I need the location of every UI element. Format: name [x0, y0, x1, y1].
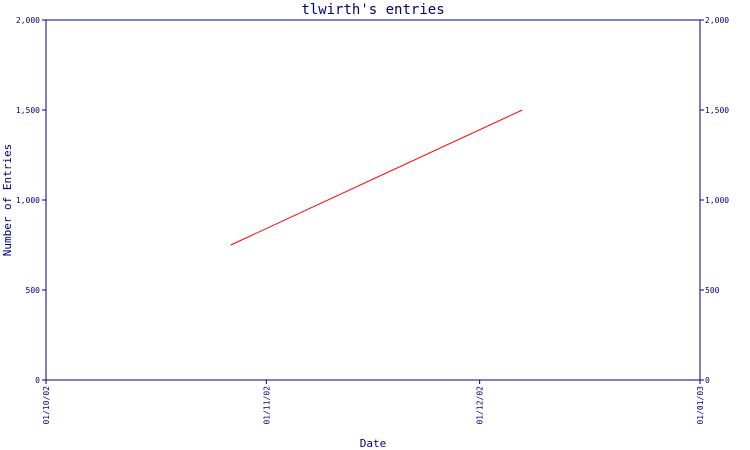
y-tick-label-left: 500: [26, 286, 41, 295]
chart-title: tlwirth's entries: [301, 2, 444, 18]
x-tick-label: 01/12/02: [476, 386, 485, 425]
x-axis: 01/10/02 01/11/02 01/12/02 01/01/03: [42, 380, 705, 425]
y-tick-label-right: 1,000: [705, 196, 729, 205]
y-tick-label-right: 0: [705, 376, 710, 385]
series-layer: [230, 109, 523, 246]
y-tick-label-left: 2,000: [16, 16, 40, 25]
x-tick-label: 01/10/02: [42, 386, 51, 425]
y-tick-label-right: 2,000: [705, 16, 729, 25]
y-tick-label-left: 0: [35, 376, 40, 385]
y-axis-right: 0 500 1,000 1,500 2,000: [700, 16, 729, 385]
y-tick-label-right: 500: [705, 286, 720, 295]
y-tick-label-right: 1,500: [705, 106, 729, 115]
plot-area-frame: [45, 19, 701, 381]
x-axis-label: Date: [360, 437, 387, 450]
series-line: [230, 109, 523, 246]
x-tick-label: 01/11/02: [262, 386, 271, 425]
y-tick-label-left: 1,000: [16, 196, 40, 205]
y-axis-label: Number of Entries: [1, 144, 14, 257]
y-tick-label-left: 1,500: [16, 106, 40, 115]
x-tick-label: 01/01/03: [696, 386, 705, 425]
y-axis-left: 0 500 1,000 1,500 2,000: [16, 16, 46, 385]
